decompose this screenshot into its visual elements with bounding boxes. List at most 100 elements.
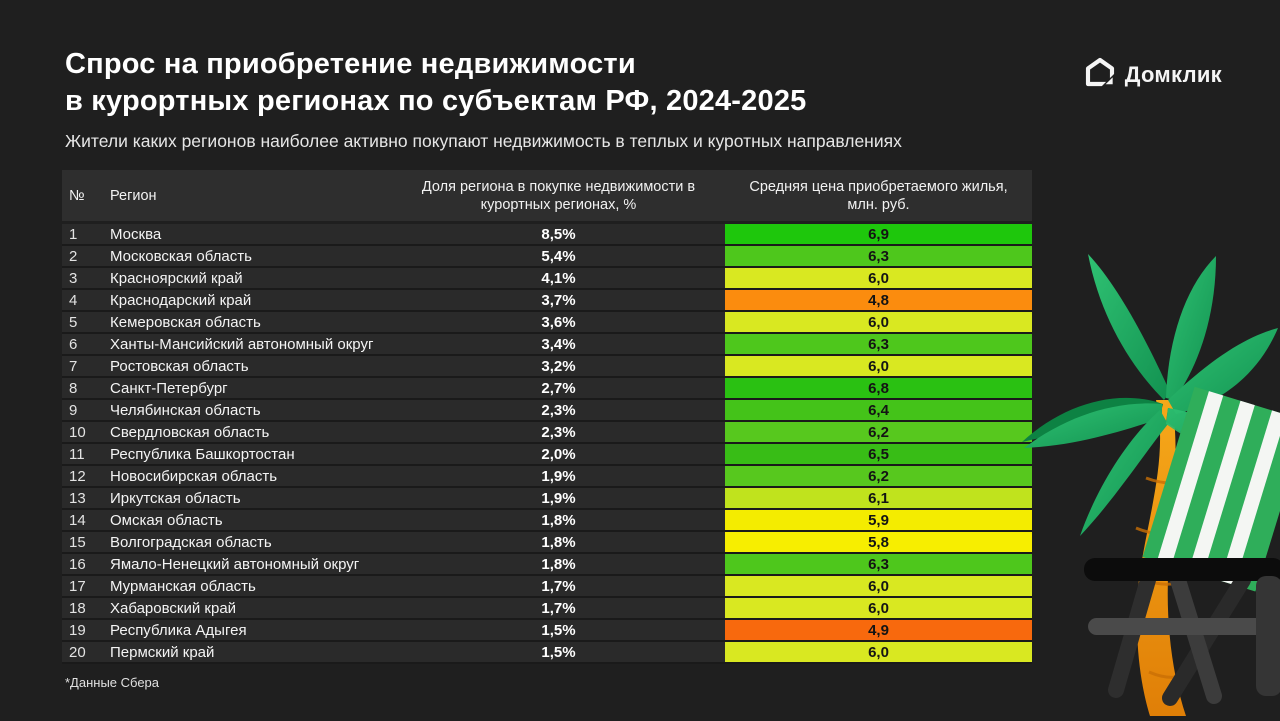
- row-number: 2: [69, 247, 78, 265]
- table-row: 16 Ямало-Ненецкий автономный округ 1,8% 6,3: [62, 554, 1032, 576]
- price-value: 4,9: [725, 620, 1032, 640]
- price-value: 6,4: [725, 400, 1032, 420]
- table-row: 9 Челябинская область 2,3% 6,4: [62, 400, 1032, 422]
- region-name: Пермский край: [110, 643, 215, 661]
- region-name: Новосибирская область: [110, 467, 278, 485]
- share-value: 5,4%: [541, 247, 576, 265]
- price-value: 6,0: [725, 312, 1032, 332]
- price-value: 6,3: [725, 334, 1032, 354]
- region-name: Республика Башкортостан: [110, 445, 295, 463]
- table-row: 8 Санкт-Петербург 2,7% 6,8: [62, 378, 1032, 400]
- region-name: Хабаровский край: [110, 599, 237, 617]
- row-number: 11: [69, 445, 85, 463]
- header-price: Средняя цена приобретаемого жилья, млн. …: [749, 178, 1008, 213]
- row-number: 15: [69, 533, 86, 551]
- share-value: 3,6%: [541, 313, 576, 331]
- region-name: Республика Адыгея: [110, 621, 247, 639]
- logo-brand-text: Домклик: [1124, 61, 1222, 87]
- row-number: 10: [69, 423, 86, 441]
- house-icon: [1084, 56, 1116, 93]
- price-value: 6,3: [725, 246, 1032, 266]
- region-name: Краснодарский край: [110, 291, 252, 309]
- share-value: 2,3%: [541, 423, 576, 441]
- region-name: Кемеровская область: [110, 313, 261, 331]
- table-row: 4 Краснодарский край 3,7% 4,8: [62, 290, 1032, 312]
- share-value: 2,3%: [541, 401, 576, 419]
- region-name: Ростовская область: [110, 357, 249, 375]
- data-source-note: *Данные Сбера: [65, 675, 160, 690]
- price-value: 6,2: [725, 422, 1032, 442]
- row-number: 13: [69, 489, 86, 507]
- table-header-row: № Регион Доля региона в покупке недвижим…: [62, 170, 1032, 221]
- share-value: 1,9%: [541, 489, 576, 507]
- title-line-2: в курортных регионах по субъектам РФ, 20…: [65, 85, 807, 117]
- region-name: Ямало-Ненецкий автономный округ: [110, 555, 360, 573]
- title-line-1: Спрос на приобретение недвижимости: [65, 48, 636, 80]
- header-region: Регион: [110, 187, 157, 204]
- header-share: Доля региона в покупке недвижимости в ку…: [421, 178, 696, 213]
- row-number: 1: [69, 225, 78, 243]
- share-value: 2,0%: [541, 445, 576, 463]
- palm-tree-beach-chair-illustration: [1022, 254, 1280, 716]
- region-name: Челябинская область: [110, 401, 261, 419]
- price-value: 6,0: [725, 598, 1032, 618]
- region-name: Ханты-Мансийский автономный округ: [110, 335, 374, 353]
- price-value: 6,0: [725, 356, 1032, 376]
- table-row: 5 Кемеровская область 3,6% 6,0: [62, 312, 1032, 334]
- table-row: 12 Новосибирская область 1,9% 6,2: [62, 466, 1032, 488]
- share-value: 1,8%: [541, 533, 576, 551]
- table-row: 15 Волгоградская область 1,8% 5,8: [62, 532, 1032, 554]
- region-name: Волгоградская область: [110, 533, 272, 551]
- table-row: 11 Республика Башкортостан 2,0% 6,5: [62, 444, 1032, 466]
- table-row: 6 Ханты-Мансийский автономный округ 3,4% 6,…: [62, 334, 1032, 356]
- table-row: 10 Свердловская область 2,3% 6,2: [62, 422, 1032, 444]
- region-name: Московская область: [110, 247, 252, 265]
- region-name: Красноярский край: [110, 269, 243, 287]
- price-value: 6,2: [725, 466, 1032, 486]
- price-value: 6,0: [725, 576, 1032, 596]
- share-value: 3,7%: [541, 291, 576, 309]
- row-number: 18: [69, 599, 86, 617]
- row-number: 5: [69, 313, 78, 331]
- share-value: 1,7%: [541, 577, 576, 595]
- share-value: 4,1%: [541, 269, 576, 287]
- table-row: 20 Пермский край 1,5% 6,0: [62, 642, 1032, 664]
- region-name: Свердловская область: [110, 423, 270, 441]
- region-name: Омская область: [110, 511, 223, 529]
- price-value: 5,8: [725, 532, 1032, 552]
- table-body: 1 Москва 8,5% 6,9 2 Московская область 5,4% 6,3…: [62, 224, 1032, 664]
- table-row: 2 Московская область 5,4% 6,3: [62, 246, 1032, 268]
- row-number: 12: [69, 467, 86, 485]
- row-number: 16: [69, 555, 86, 573]
- row-number: 7: [69, 357, 78, 375]
- share-value: 1,7%: [541, 599, 576, 617]
- share-value: 1,8%: [541, 511, 576, 529]
- row-number: 19: [69, 621, 86, 639]
- region-name: Иркутская область: [110, 489, 241, 507]
- share-value: 3,2%: [541, 357, 576, 375]
- page-subtitle: Жители каких регионов наиболее активно п…: [65, 131, 902, 151]
- table-row: 17 Мурманская область 1,7% 6,0: [62, 576, 1032, 598]
- price-value: 6,0: [725, 642, 1032, 662]
- row-number: 4: [69, 291, 78, 309]
- row-number: 8: [69, 379, 78, 397]
- table-row: 7 Ростовская область 3,2% 6,0: [62, 356, 1032, 378]
- price-value: 6,3: [725, 554, 1032, 574]
- price-value: 6,9: [725, 224, 1032, 244]
- row-number: 6: [69, 335, 78, 353]
- share-value: 3,4%: [541, 335, 576, 353]
- regions-table: № Регион Доля региона в покупке недвижим…: [62, 170, 1032, 664]
- price-value: 6,8: [725, 378, 1032, 398]
- share-value: 1,5%: [541, 621, 576, 639]
- share-value: 1,8%: [541, 555, 576, 573]
- price-value: 6,5: [725, 444, 1032, 464]
- price-value: 4,8: [725, 290, 1032, 310]
- table-row: 18 Хабаровский край 1,7% 6,0: [62, 598, 1032, 620]
- row-number: 9: [69, 401, 78, 419]
- share-value: 8,5%: [541, 225, 576, 243]
- page-title: Спрос на приобретение недвижимости в кур…: [65, 46, 806, 120]
- domclick-logo: Домклик: [1084, 56, 1222, 93]
- region-name: Мурманская область: [110, 577, 256, 595]
- region-name: Москва: [110, 225, 162, 243]
- row-number: 14: [69, 511, 86, 529]
